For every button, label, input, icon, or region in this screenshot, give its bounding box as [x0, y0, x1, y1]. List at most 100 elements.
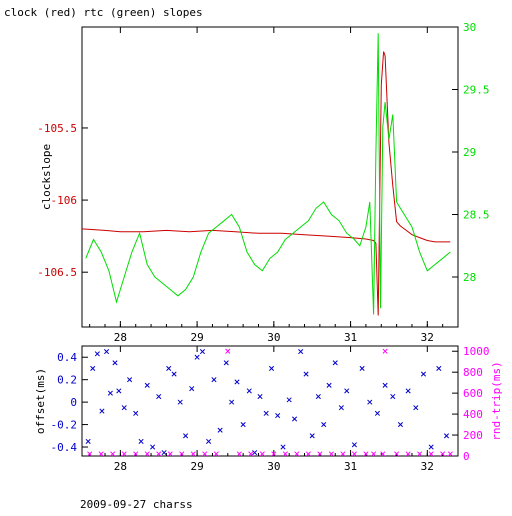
point-offset: [292, 416, 298, 422]
point-rnd-trip: [259, 451, 265, 456]
point-mark: [199, 349, 206, 355]
point-mark: [413, 405, 419, 411]
point-offset: [144, 382, 150, 388]
point-mark: [167, 451, 173, 456]
point-mark: [436, 365, 442, 372]
point-mark: [177, 399, 183, 405]
top-panel-axes: 28 29 30 31 32 -105.5 -106 -106.5 28 28.5 29 29.5 30: [37, 21, 489, 344]
point-mark: [189, 386, 195, 392]
right-tick-label: 29.5: [463, 84, 490, 97]
point-mark: [380, 451, 386, 456]
point-rnd-trip: [282, 451, 288, 456]
point-mark: [338, 405, 344, 411]
point-offset: [150, 444, 156, 450]
point-mark: [133, 451, 139, 456]
point-rnd-trip: [417, 451, 423, 456]
point-offset: [107, 390, 113, 396]
point-mark: [202, 451, 208, 456]
point-offset: [309, 433, 315, 439]
point-offset: [133, 410, 139, 416]
point-offset: [326, 382, 332, 388]
point-rnd-trip: [405, 451, 411, 456]
point-mark: [133, 410, 139, 416]
point-rnd-trip: [317, 451, 323, 456]
point-mark: [259, 451, 265, 456]
point-offset: [234, 379, 240, 385]
point-mark: [87, 451, 93, 456]
point-mark: [116, 388, 122, 394]
point-offset: [189, 386, 195, 392]
point-mark: [275, 413, 281, 419]
point-offset: [405, 388, 411, 394]
point-offset: [138, 438, 144, 444]
point-mark: [144, 451, 150, 456]
point-mark: [417, 451, 423, 456]
point-mark: [309, 433, 315, 439]
point-offset: [257, 393, 263, 400]
bottom-left-axis-label: offset(ms): [34, 368, 47, 434]
point-offset: [298, 349, 304, 355]
point-offset: [321, 422, 327, 428]
point-rnd-trip: [133, 451, 139, 456]
point-mark: [271, 451, 277, 456]
point-rnd-trip: [294, 451, 300, 456]
point-rnd-trip: [328, 451, 334, 456]
right-tick-label: 1000: [463, 345, 490, 358]
point-mark: [213, 451, 219, 456]
point-mark: [107, 390, 113, 396]
point-offset: [116, 388, 122, 394]
point-offset: [344, 388, 350, 394]
point-rnd-trip: [363, 451, 369, 456]
point-mark: [344, 388, 350, 394]
point-rnd-trip: [380, 451, 386, 456]
point-mark: [351, 451, 357, 456]
point-mark: [317, 451, 323, 456]
point-mark: [282, 451, 288, 456]
point-mark: [286, 397, 292, 403]
point-rnd-trip: [202, 451, 208, 456]
point-mark: [298, 349, 304, 355]
point-mark: [382, 348, 388, 354]
point-mark: [340, 451, 346, 456]
series-rtc-line: [85, 33, 451, 315]
point-offset: [268, 365, 275, 372]
point-mark: [121, 405, 127, 411]
x-tick-label: 28: [114, 460, 127, 473]
point-mark: [90, 365, 96, 372]
point-rnd-trip: [225, 348, 231, 354]
point-mark: [112, 360, 118, 366]
point-mark: [85, 438, 91, 444]
point-mark: [138, 438, 144, 444]
point-mark: [217, 427, 223, 433]
point-mark: [447, 451, 453, 456]
point-offset: [382, 382, 388, 388]
point-mark: [405, 388, 411, 394]
point-mark: [328, 451, 334, 456]
point-mark: [363, 451, 369, 456]
series-clock-line: [82, 51, 451, 316]
point-rnd-trip: [156, 451, 162, 456]
point-rnd-trip: [167, 451, 173, 456]
point-mark: [440, 451, 446, 456]
right-tick-label: 400: [463, 408, 483, 421]
point-mark: [359, 365, 365, 372]
x-tick-label: 30: [267, 460, 280, 473]
point-offset: [85, 438, 91, 444]
point-mark: [171, 371, 177, 377]
point-mark: [166, 365, 172, 372]
point-offset: [90, 365, 96, 372]
top-panel-frame: [81, 26, 459, 328]
point-offset: [166, 365, 172, 372]
point-rnd-trip: [394, 451, 400, 456]
point-mark: [234, 379, 240, 385]
point-mark: [127, 377, 133, 383]
point-mark: [190, 451, 196, 456]
point-mark: [194, 354, 200, 360]
point-mark: [225, 348, 231, 354]
point-offset: [99, 408, 105, 414]
point-offset: [351, 442, 357, 448]
point-mark: [428, 444, 434, 450]
point-offset: [413, 405, 419, 411]
point-mark: [161, 450, 167, 456]
point-rnd-trip: [351, 451, 357, 456]
